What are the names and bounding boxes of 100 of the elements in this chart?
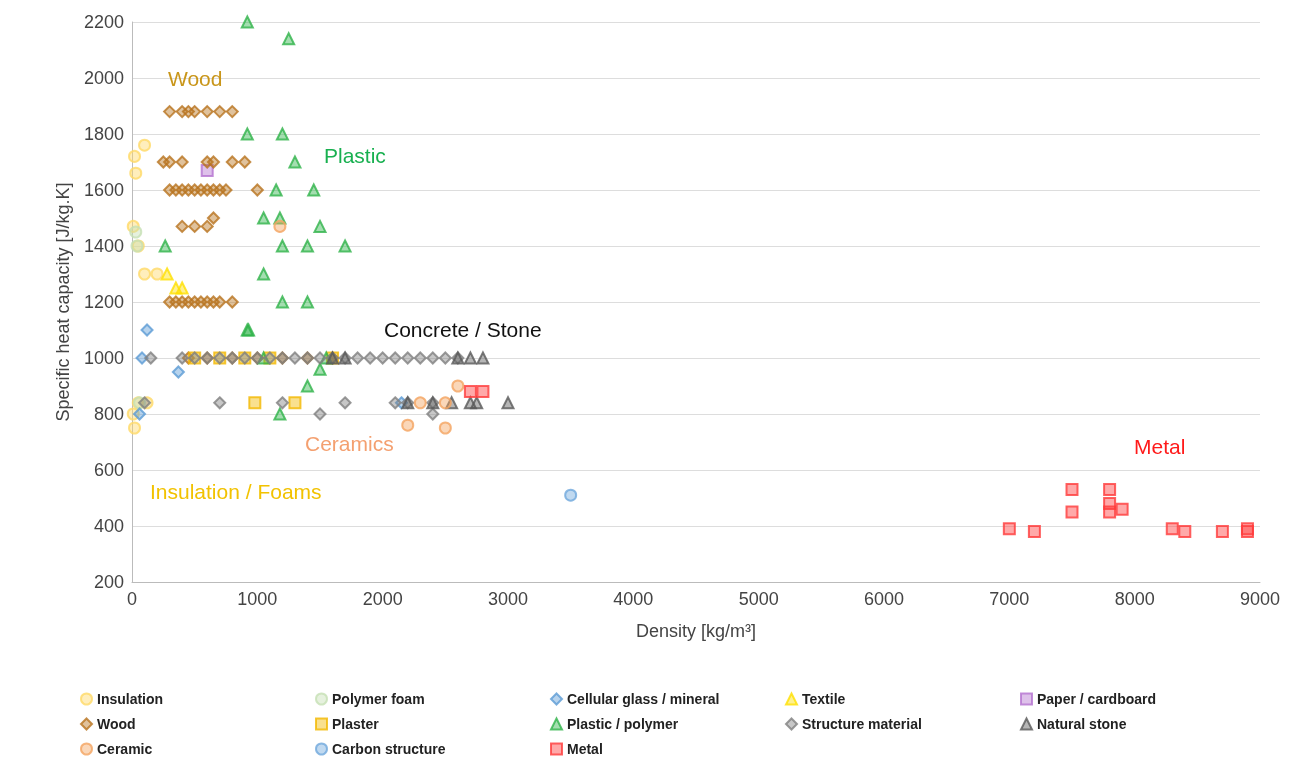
legend-label: Carbon structure — [332, 741, 446, 757]
point — [313, 362, 327, 376]
point — [219, 183, 233, 197]
point — [463, 351, 477, 365]
point — [313, 407, 327, 421]
point — [138, 138, 152, 152]
point — [250, 183, 264, 197]
annotation: Ceramics — [305, 432, 394, 455]
point — [248, 396, 262, 410]
y-tick-label: 1200 — [83, 292, 124, 312]
point — [338, 239, 352, 253]
legend-label: Ceramic — [97, 741, 153, 757]
point — [363, 351, 377, 365]
point — [1115, 502, 1129, 516]
point — [206, 155, 220, 169]
point — [288, 351, 302, 365]
y-tick-label: 1400 — [83, 236, 124, 256]
point — [200, 105, 214, 119]
legend-label: Textile — [802, 691, 846, 707]
point — [282, 32, 296, 46]
point — [288, 396, 302, 410]
y-tick-label: 1800 — [83, 124, 124, 144]
legend-label: Plaster — [332, 716, 380, 732]
x-tick-label: 2000 — [362, 589, 403, 609]
point — [213, 105, 227, 119]
point — [206, 211, 220, 225]
point — [463, 385, 477, 399]
x-tick-label: 6000 — [863, 589, 905, 609]
point — [401, 351, 415, 365]
point — [288, 155, 302, 169]
point — [351, 351, 365, 365]
point — [401, 418, 415, 432]
point — [438, 396, 452, 410]
legend-label: Wood — [97, 716, 136, 732]
point — [128, 149, 142, 163]
point — [150, 267, 164, 281]
point — [275, 239, 289, 253]
point — [257, 267, 271, 281]
point — [273, 407, 287, 421]
point — [338, 396, 352, 410]
point — [225, 295, 239, 309]
point — [1103, 483, 1117, 497]
y-tick-label: 400 — [93, 516, 124, 536]
point — [175, 155, 189, 169]
point — [269, 183, 283, 197]
legend-label: Metal — [567, 741, 603, 757]
point — [225, 155, 239, 169]
point — [144, 351, 158, 365]
point — [158, 239, 172, 253]
point — [300, 295, 314, 309]
point — [476, 385, 490, 399]
point — [438, 351, 452, 365]
point — [307, 183, 321, 197]
y-axis-title: Specific heat capacity [J/kg.K] — [53, 182, 73, 422]
point — [313, 219, 327, 233]
y-tick-label: 2000 — [83, 68, 124, 88]
point — [1027, 525, 1041, 539]
annotation: Wood — [168, 67, 223, 90]
point — [300, 239, 314, 253]
x-tick-label: 8000 — [1114, 589, 1155, 609]
point — [171, 365, 185, 379]
x-tick-label: 3000 — [487, 589, 529, 609]
annotation: Metal — [1134, 435, 1186, 458]
legend-label: Polymer foam — [332, 691, 425, 707]
point — [501, 396, 515, 410]
point — [388, 351, 402, 365]
point — [163, 105, 177, 119]
point — [128, 421, 142, 435]
point — [238, 155, 252, 169]
legend-label: Natural stone — [1037, 716, 1127, 732]
legend-label: Insulation — [97, 691, 164, 707]
legend-label: Cellular glass / mineral — [567, 691, 720, 707]
point — [1065, 505, 1079, 519]
point — [163, 155, 177, 169]
point — [476, 351, 490, 365]
point — [1065, 483, 1079, 497]
y-tick-label: 1600 — [83, 180, 124, 200]
point — [564, 488, 578, 502]
point — [300, 379, 314, 393]
point — [133, 407, 147, 421]
point — [129, 225, 143, 239]
annotation: Insulation / Foams — [150, 480, 322, 503]
point — [275, 127, 289, 141]
point — [426, 407, 440, 421]
point — [426, 351, 440, 365]
point — [1215, 525, 1229, 539]
point — [140, 323, 154, 337]
point — [388, 396, 402, 410]
y-tick-label: 200 — [93, 572, 124, 592]
x-tick-label: 5000 — [738, 589, 779, 609]
x-tick-label: 0 — [126, 589, 138, 609]
point — [225, 105, 239, 119]
point — [257, 211, 271, 225]
point — [451, 379, 465, 393]
point — [188, 219, 202, 233]
point — [129, 166, 143, 180]
y-tick-label: 600 — [93, 460, 124, 480]
y-tick-label: 800 — [93, 404, 124, 424]
point — [188, 105, 202, 119]
x-tick-label: 7000 — [989, 589, 1030, 609]
